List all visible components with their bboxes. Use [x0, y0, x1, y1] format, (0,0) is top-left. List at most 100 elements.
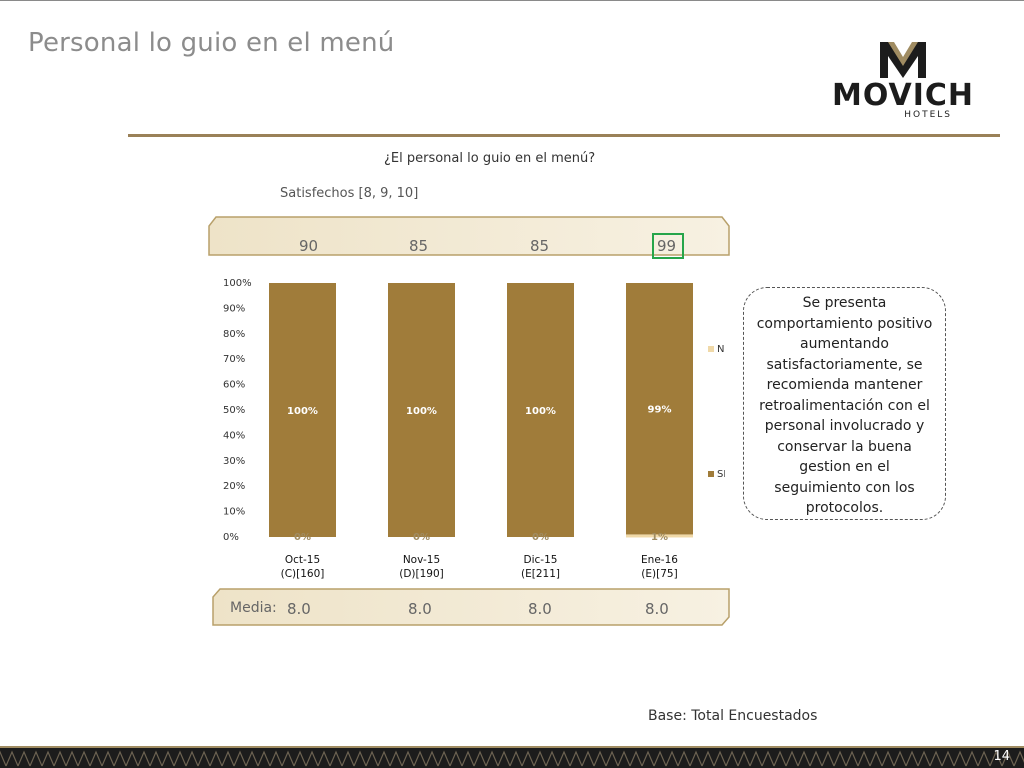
footer-chevron [545, 750, 559, 767]
footer-chevron [701, 750, 715, 767]
footer-chevron [869, 750, 883, 767]
data-label-si: 99% [648, 405, 672, 416]
footer-chevron [821, 750, 835, 767]
footer-chevron [245, 750, 259, 767]
media-value-ene: 8.0 [645, 600, 669, 618]
category-sublabel: (E[211] [521, 568, 560, 580]
page-number: 14 [993, 749, 1010, 764]
footer-chevron [509, 750, 523, 767]
legend-label-si: SI [717, 469, 725, 480]
header-divider [128, 134, 1000, 137]
footer-chevron [401, 750, 415, 767]
y-tick-label: 90% [223, 303, 245, 314]
footer-chevron [389, 750, 403, 767]
satisfaction-band [208, 216, 730, 256]
footer-chevron [305, 750, 319, 767]
footer-chevron [773, 750, 787, 767]
footer-chevron [293, 750, 307, 767]
satisfaction-value-nov: 85 [409, 237, 429, 255]
highlight-box [652, 233, 684, 259]
footer-chevron [185, 750, 199, 767]
footer-chevron [569, 750, 583, 767]
bar-si-dic [507, 283, 574, 537]
footer-chevron [449, 750, 463, 767]
footer-chevron [689, 750, 703, 767]
bar-si-nov [388, 283, 455, 537]
footer-chevron [605, 750, 619, 767]
footer-chevron [473, 750, 487, 767]
chart-title: ¿El personal lo guio en el menú? [384, 151, 596, 166]
category-label: Oct-15 [285, 554, 320, 566]
footer-chevron [761, 750, 775, 767]
footer-chevron [665, 750, 679, 767]
data-label-no: 0% [294, 532, 311, 543]
base-note: Base: Total Encuestados [648, 708, 818, 724]
footer-chevron [89, 750, 103, 767]
footer-chevron [353, 750, 367, 767]
satisfaction-value-oct: 90 [299, 237, 319, 255]
legend-swatch-si [708, 471, 714, 477]
footer-chevron [65, 750, 79, 767]
footer-chevron [953, 750, 967, 767]
y-tick-label: 100% [223, 278, 252, 289]
footer-chevron [845, 750, 859, 767]
footer-chevron [425, 750, 439, 767]
satisfied-label: Satisfechos [8, 9, 10] [280, 186, 419, 201]
footer-chevron [521, 750, 535, 767]
footer-chevron [497, 750, 511, 767]
footer-chevron [797, 750, 811, 767]
footer-chevron [857, 750, 871, 767]
footer-chevron [965, 750, 979, 767]
slide-title: Personal lo guio en el menú [28, 28, 395, 58]
footer-chevron [113, 750, 127, 767]
footer-chevron [41, 750, 55, 767]
y-tick-label: 60% [223, 380, 245, 391]
footer-chevron [749, 750, 763, 767]
footer-chevron [641, 750, 655, 767]
footer-chevron [257, 750, 271, 767]
footer-chevron [269, 750, 283, 767]
footer-chevron [881, 750, 895, 767]
category-sublabel: (C)[160] [281, 568, 325, 580]
footer-chevron [461, 750, 475, 767]
footer-chevron [101, 750, 115, 767]
footer-chevron [905, 750, 919, 767]
media-band [212, 588, 730, 626]
footer-chevron [893, 750, 907, 767]
footer-chevron [629, 750, 643, 767]
footer-chevron [941, 750, 955, 767]
footer-chevron [713, 750, 727, 767]
footer-chevron [485, 750, 499, 767]
y-tick-label: 10% [223, 507, 245, 518]
media-label: Media: [230, 600, 277, 616]
footer-chevron [197, 750, 211, 767]
footer-chevron [209, 750, 223, 767]
footer-chevron [329, 750, 343, 767]
logo-mark-icon [880, 42, 926, 78]
footer-chevron [917, 750, 931, 767]
satisfaction-value-ene: 99 [657, 237, 677, 255]
footer-chevron [377, 750, 391, 767]
footer-chevron [29, 750, 43, 767]
category-label: Ene-16 [641, 554, 678, 566]
footer-chevron [593, 750, 607, 767]
logo-wordmark: MOVICH [831, 78, 975, 113]
footer-chevron [725, 750, 739, 767]
y-tick-label: 40% [223, 430, 245, 441]
footer-chevron [677, 750, 691, 767]
stacked-bar-chart: 0% 10% 20% 30% 40% 50% 60% 70% 80% 90% 100% 100% 0% O… [223, 278, 725, 580]
data-label-no: 0% [413, 532, 430, 543]
footer-chevron [785, 750, 799, 767]
data-label-no: 1% [651, 532, 668, 543]
footer-chevron [17, 750, 31, 767]
footer-chevron [281, 750, 295, 767]
footer-chevron [365, 750, 379, 767]
media-value-nov: 8.0 [408, 600, 432, 618]
footer-chevron [437, 750, 451, 767]
footer-chevron [53, 750, 67, 767]
bar-si-oct [269, 283, 336, 537]
footer-band [0, 746, 1024, 768]
satisfaction-value-dic: 85 [530, 237, 550, 255]
footer-chevron [77, 750, 91, 767]
footer-chevron [137, 750, 151, 767]
